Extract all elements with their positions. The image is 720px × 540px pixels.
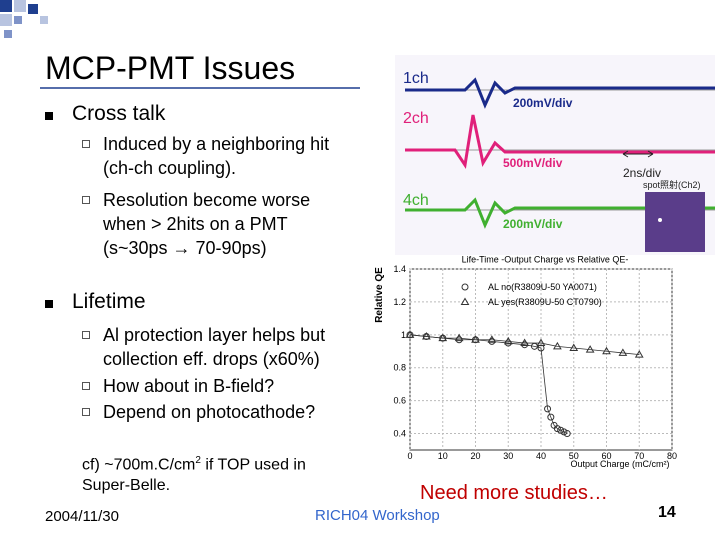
footer-date: 2004/11/30	[45, 508, 119, 525]
chart-title: Life-Time -Output Charge vs Relative QE-	[462, 255, 629, 264]
bullet-marker	[45, 300, 53, 308]
x-tick-label: 0	[407, 451, 412, 461]
x-tick-label: 40	[536, 451, 546, 461]
data-point	[547, 413, 555, 421]
x-tick-label: 30	[503, 451, 513, 461]
page-number: 14	[658, 504, 676, 521]
sub-bullet-marker	[82, 140, 90, 148]
note-sup: 2	[195, 455, 201, 466]
data-point	[569, 343, 579, 351]
x-tick-label: 50	[569, 451, 579, 461]
data-point	[503, 336, 513, 345]
sub-bullet-marker	[82, 382, 90, 390]
plot-area	[409, 268, 673, 451]
sub-bullet: Induced by a neighboring hit (ch-ch coup…	[103, 134, 330, 178]
y-tick-label: 1	[401, 330, 406, 340]
data-point	[618, 348, 628, 356]
sub-bullet: Al protection layer helps but collection…	[103, 325, 326, 369]
data-point	[487, 335, 497, 343]
sub-bullet: Resolution become worse when > 2hits on …	[103, 190, 311, 258]
data-point	[461, 283, 469, 291]
y-tick-label: 1.2	[393, 297, 406, 307]
slide-title: MCP-PMT Issues	[45, 50, 296, 86]
legend-label: AL no(R3809U-50 YA0071)	[488, 282, 597, 292]
sub-bullet-marker	[82, 331, 90, 339]
channel-label: 1ch	[403, 70, 429, 87]
sub-bullet-marker	[82, 196, 90, 204]
callout: Need more studies…	[420, 482, 608, 504]
series-line	[409, 334, 640, 355]
spot-label: spot照射(Ch2)	[643, 179, 701, 190]
note-text: cf) ~700m.C/cm	[82, 456, 196, 474]
scale-label: 200mV/div	[503, 217, 563, 231]
data-point	[422, 331, 431, 340]
data-point	[553, 425, 561, 433]
data-point	[536, 338, 546, 347]
y-tick-label: 0.6	[393, 396, 406, 406]
x-tick-label: 20	[470, 451, 480, 461]
legend-label: AL yes(R3809U-50 CT0790)	[488, 297, 602, 307]
series-line	[409, 334, 568, 434]
data-point	[553, 341, 562, 350]
y-tick-label: 0.4	[393, 429, 406, 439]
data-point	[520, 338, 529, 347]
bullet: Lifetime	[72, 290, 146, 313]
sub-bullet: How about in B-field?	[103, 376, 275, 396]
y-tick-label: 1.4	[393, 264, 406, 274]
note-text: if TOP used in Super-Belle.	[82, 456, 306, 495]
x-tick-label: 70	[634, 451, 644, 461]
x-tick-label: 10	[438, 451, 448, 461]
data-point	[585, 345, 595, 353]
channel-label: 2ch	[403, 110, 429, 127]
data-point	[634, 350, 644, 358]
data-point	[544, 405, 552, 413]
sub-bullet-marker	[82, 408, 90, 416]
scale-label: 500mV/div	[503, 156, 563, 170]
data-point	[438, 333, 448, 342]
data-point	[471, 335, 480, 343]
data-point	[557, 426, 565, 434]
x-tick-label: 60	[601, 451, 611, 461]
data-point	[602, 346, 611, 355]
data-point	[454, 333, 464, 342]
bullet-marker	[45, 112, 53, 120]
note: cf) ~700m.C/cm2 if TOP used in Super-Bel…	[82, 450, 322, 496]
data-point	[405, 330, 415, 338]
time-label: 2ns/div	[623, 166, 661, 180]
scope-image: 1ch 2ch 4ch 200mV/div 500mV/div 200mV/di…	[395, 55, 715, 255]
footer-event: RICH04 Workshop	[315, 507, 440, 524]
data-point	[537, 344, 545, 352]
channel-label: 4ch	[403, 192, 429, 209]
y-tick-label: 0.8	[393, 363, 406, 373]
bullet: Cross talk	[72, 102, 166, 125]
scale-label: 200mV/div	[513, 96, 573, 110]
x-axis-label: Output Charge (mC/cm²)	[570, 459, 669, 469]
data-point	[563, 430, 571, 438]
data-point	[460, 297, 470, 305]
y-axis-label: Relative QE	[374, 267, 385, 323]
x-tick-label: 80	[667, 451, 677, 461]
data-point	[560, 428, 568, 436]
chart: Life-Time -Output Charge vs Relative QE-…	[374, 255, 677, 469]
sub-bullet: Depend on photocathode?	[103, 402, 316, 422]
